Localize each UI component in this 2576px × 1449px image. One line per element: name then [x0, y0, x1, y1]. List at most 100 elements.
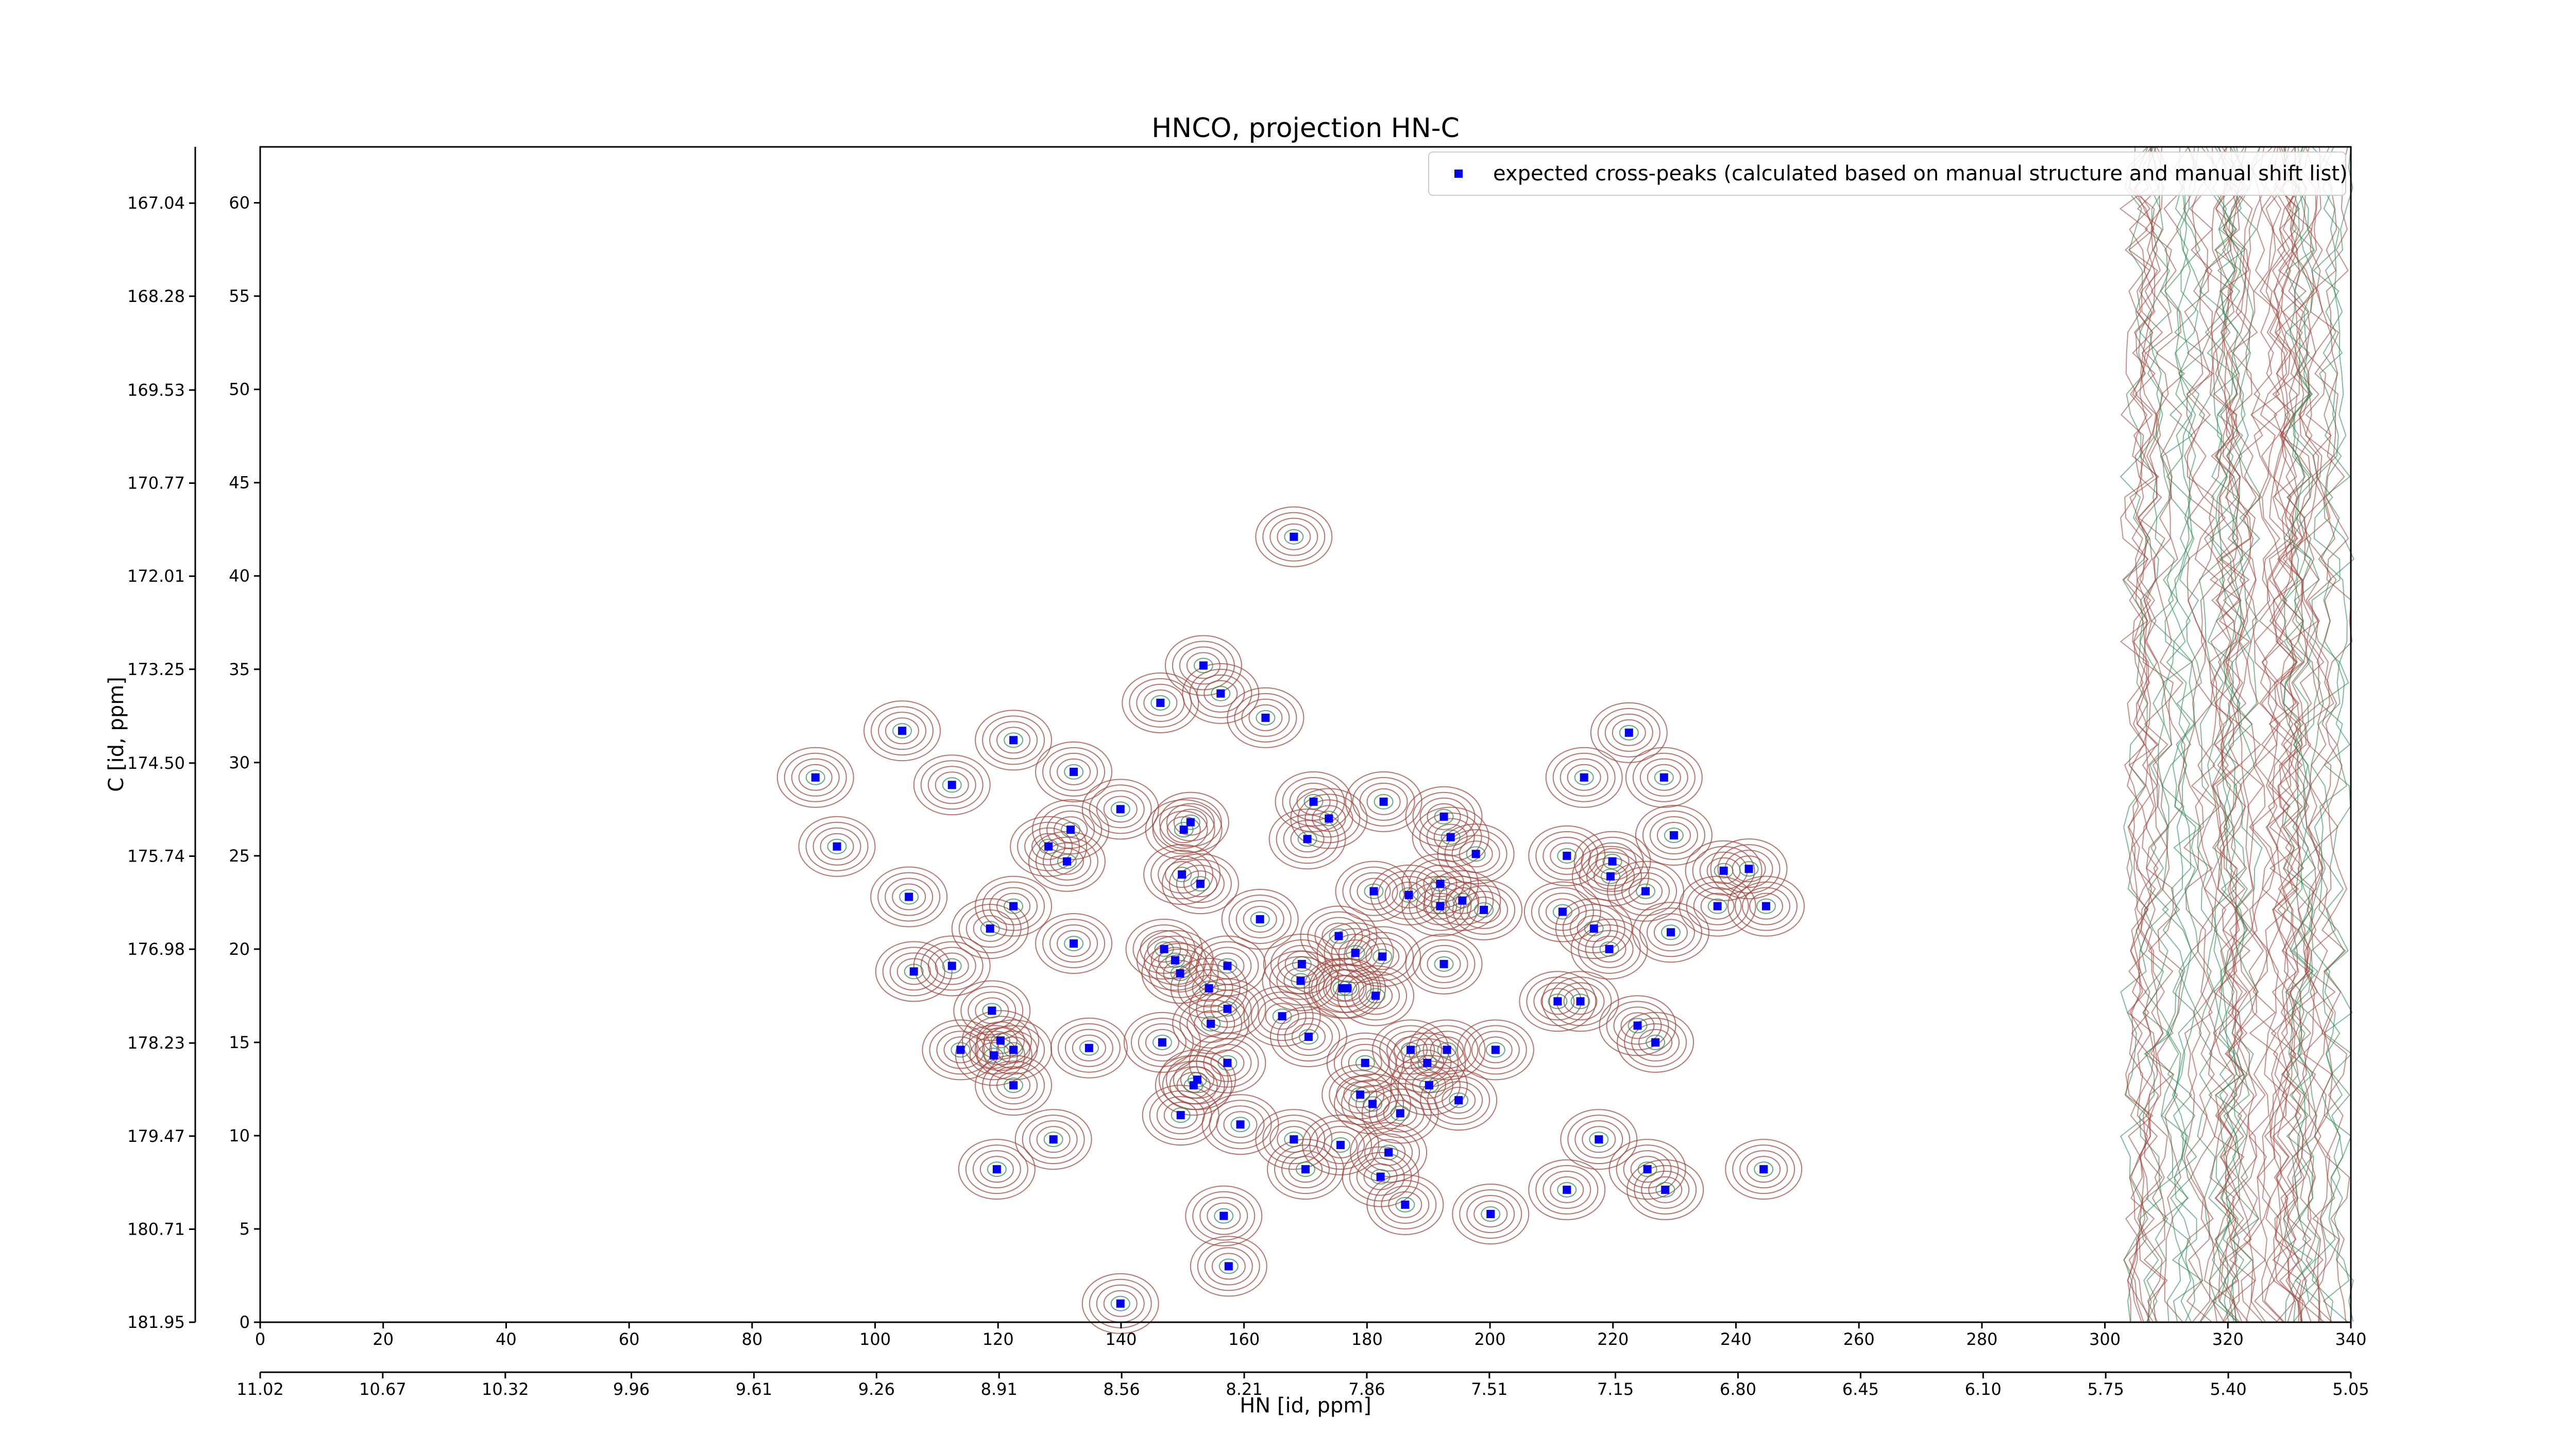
contour — [798, 816, 876, 877]
contour — [1179, 646, 1228, 685]
contour — [1309, 957, 1386, 1019]
contour — [1528, 825, 1606, 886]
contour — [1277, 523, 1311, 550]
cross-peak — [1376, 1172, 1385, 1181]
contour — [2318, 146, 2350, 1322]
contour — [975, 710, 1053, 771]
contour — [1057, 1023, 1121, 1073]
contour — [1022, 1115, 1085, 1165]
contour — [962, 1031, 1025, 1081]
cross-peak — [1595, 1135, 1603, 1144]
cross-peak — [1443, 1046, 1451, 1054]
y-tick-label: 20 — [229, 939, 250, 959]
cross-peak — [1661, 1185, 1670, 1194]
contour — [920, 941, 984, 991]
x-tick-label: 340 — [2335, 1329, 2366, 1349]
contour — [1630, 1156, 1665, 1183]
x2-tick-label: 7.86 — [1348, 1379, 1385, 1399]
contour — [1437, 1042, 1457, 1058]
x2-tick-label: 11.02 — [236, 1379, 284, 1399]
contour — [1540, 988, 1575, 1015]
contour — [1130, 1017, 1194, 1067]
contour — [1049, 848, 1084, 875]
cross-peak — [1401, 1200, 1410, 1209]
contour — [1632, 902, 1709, 963]
cross-peak — [1343, 984, 1352, 992]
contour — [863, 700, 941, 762]
contour — [1262, 950, 1340, 1012]
contour — [2172, 146, 2204, 1322]
cross-peak — [1491, 1046, 1500, 1054]
contour — [1655, 1182, 1675, 1198]
contour — [1258, 997, 1307, 1036]
contour — [1230, 1117, 1250, 1133]
cross-peak — [947, 962, 956, 970]
cross-peak — [1563, 1185, 1571, 1194]
y-tick-label: 10 — [229, 1126, 250, 1145]
cross-peak — [1446, 833, 1455, 841]
contour — [1004, 1077, 1024, 1093]
contour — [1617, 1012, 1694, 1073]
contour — [1192, 1191, 1256, 1241]
contour — [1405, 933, 1483, 995]
contour — [1203, 989, 1252, 1028]
contour — [1624, 1017, 1687, 1067]
contour — [1064, 1029, 1113, 1067]
contour — [1169, 1066, 1218, 1105]
contour — [951, 898, 1029, 959]
contour — [1629, 878, 1663, 905]
y-tick-label: 0 — [240, 1312, 250, 1332]
contour — [1635, 805, 1713, 866]
contour — [1442, 1087, 1476, 1114]
cross-peak — [1651, 1038, 1660, 1047]
contour — [1140, 930, 1189, 968]
contour — [1732, 855, 1766, 883]
y-tick-label: 55 — [229, 287, 250, 306]
contour — [1214, 1208, 1234, 1224]
cross-peak — [1589, 924, 1598, 933]
contour — [989, 721, 1038, 760]
contour — [1420, 1070, 1498, 1131]
contour — [1590, 702, 1668, 763]
contour — [1519, 971, 1597, 1032]
cross-peak — [1223, 962, 1232, 970]
cross-peak — [1049, 1135, 1058, 1144]
contour — [1170, 957, 1248, 1019]
contour — [1345, 771, 1422, 832]
contour — [1079, 1040, 1099, 1056]
contour — [1227, 687, 1304, 748]
x2-tick-label: 7.15 — [1597, 1379, 1634, 1399]
y2-tick-label: 180.71 — [127, 1219, 185, 1239]
cross-peak — [1236, 1120, 1245, 1129]
y2-tick-label: 172.01 — [127, 566, 185, 586]
contour — [1203, 1043, 1252, 1082]
contour — [1207, 1202, 1241, 1229]
contour — [877, 872, 941, 922]
contour — [805, 769, 825, 785]
cross-peak — [1641, 887, 1650, 896]
contour — [1348, 1049, 1382, 1076]
contour — [1613, 1006, 1662, 1045]
cross-peak — [1436, 880, 1445, 888]
contour — [1747, 1156, 1781, 1183]
contour — [1344, 971, 1408, 1021]
contour — [1538, 892, 1587, 931]
contour — [1366, 1174, 1444, 1235]
cross-peak — [1458, 896, 1467, 905]
contour — [1700, 892, 1735, 920]
cross-peak — [1480, 905, 1488, 914]
contour — [982, 1060, 1045, 1110]
contour — [1307, 911, 1370, 961]
contour — [1440, 829, 1461, 845]
contour — [951, 1042, 971, 1058]
contour — [1042, 842, 1091, 881]
contour — [1528, 1159, 1606, 1220]
contour — [1727, 875, 1805, 937]
y-tick-label: 45 — [229, 473, 250, 493]
contour — [1201, 1016, 1221, 1032]
contour — [2323, 146, 2354, 1322]
contour — [1163, 959, 1197, 987]
contour — [1337, 965, 1415, 1026]
contour — [1223, 1111, 1258, 1138]
